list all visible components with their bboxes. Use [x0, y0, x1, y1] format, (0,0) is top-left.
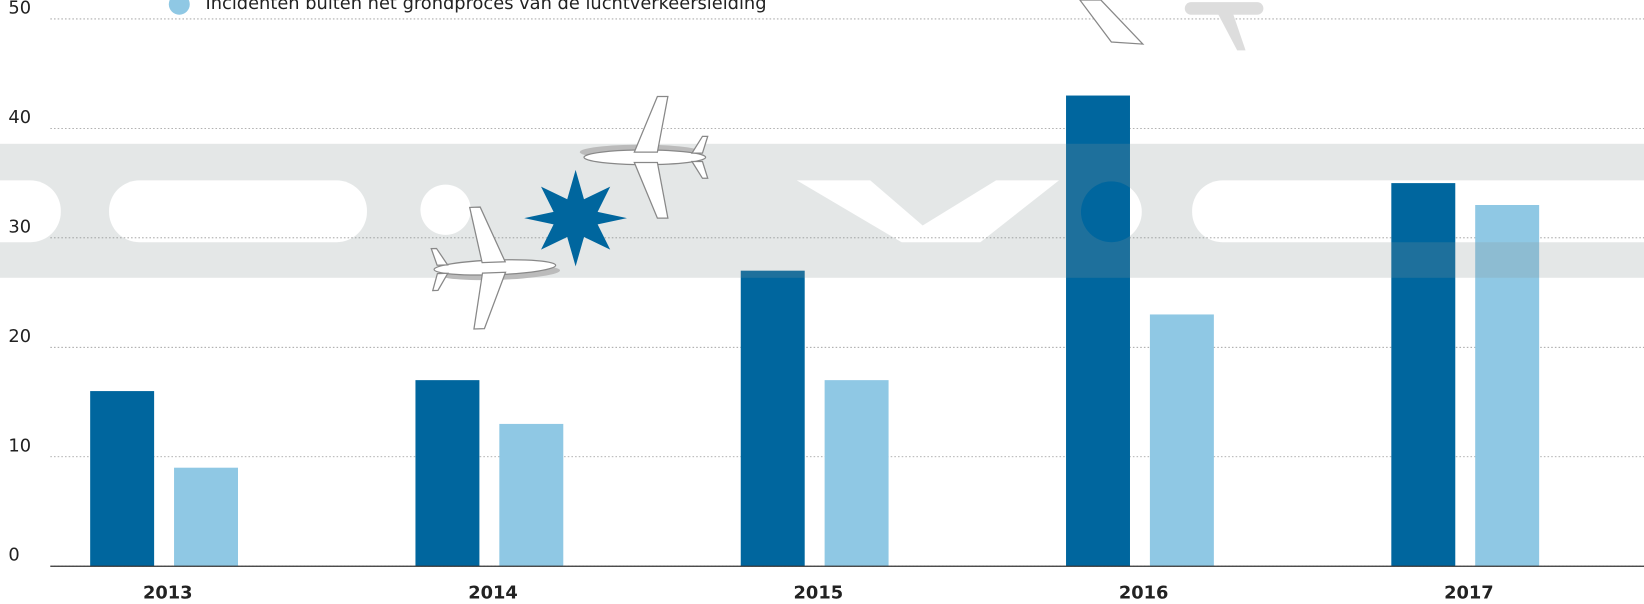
bar: [1150, 314, 1214, 566]
legend-label: Incidenten buiten het grondproces van de…: [205, 0, 766, 14]
y-tick-label: 0: [8, 545, 19, 566]
x-tick-label: 2015: [794, 582, 844, 603]
y-tick-label: 20: [8, 326, 31, 347]
y-tick-label: 50: [8, 0, 31, 18]
bar: [415, 380, 479, 566]
chart: 0102030405020132014201520162017 Incident…: [0, 0, 1644, 604]
decor-band: [0, 144, 1644, 278]
legend-swatch: [169, 0, 190, 15]
bar: [90, 391, 154, 566]
y-tick-label: 40: [8, 107, 31, 128]
x-tick-label: 2014: [468, 582, 518, 603]
y-tick-label: 10: [8, 435, 31, 456]
x-tick-label: 2017: [1444, 582, 1494, 603]
x-tick-label: 2016: [1119, 582, 1169, 603]
bar: [741, 271, 805, 567]
bar: [825, 380, 889, 566]
bar: [174, 468, 238, 567]
x-tick-label: 2013: [143, 582, 193, 603]
bar: [499, 424, 563, 566]
